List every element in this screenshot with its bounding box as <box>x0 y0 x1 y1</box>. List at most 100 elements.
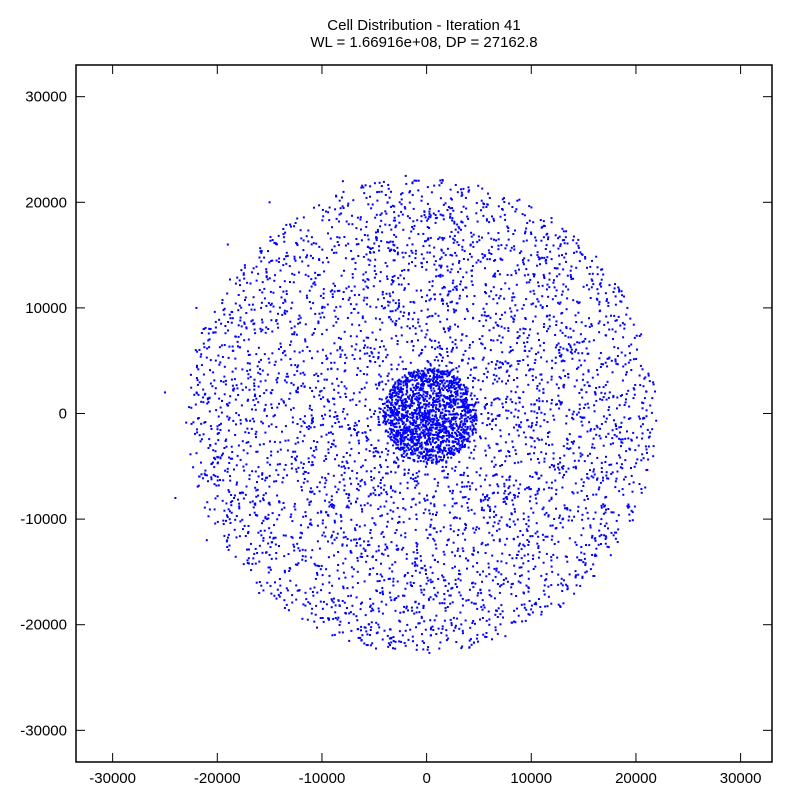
data-point <box>652 455 655 458</box>
data-point <box>346 607 348 609</box>
data-point <box>355 615 358 618</box>
data-point <box>198 434 201 437</box>
data-point <box>408 255 411 258</box>
data-point <box>387 418 390 421</box>
data-point <box>431 418 434 421</box>
data-point <box>487 232 490 235</box>
data-point <box>302 462 305 465</box>
data-point <box>254 332 257 335</box>
data-point <box>420 559 423 562</box>
data-point <box>434 406 437 409</box>
data-point <box>363 540 366 543</box>
data-point <box>421 387 423 390</box>
data-point <box>356 497 359 500</box>
data-point <box>390 431 393 434</box>
data-point <box>391 310 394 313</box>
points-layer <box>164 174 658 654</box>
data-point <box>377 351 380 354</box>
data-point <box>372 492 375 495</box>
data-point <box>392 444 395 447</box>
data-point <box>594 553 597 556</box>
data-point <box>377 451 380 454</box>
data-point <box>206 501 209 504</box>
data-point <box>445 385 448 388</box>
data-point <box>377 485 380 488</box>
data-point <box>236 481 238 484</box>
data-point <box>461 481 464 484</box>
data-point <box>428 509 431 512</box>
data-point <box>527 486 530 489</box>
data-point <box>476 398 479 400</box>
data-point <box>580 364 583 367</box>
data-point <box>333 290 336 293</box>
data-point <box>616 470 619 473</box>
data-point <box>432 404 435 407</box>
data-point <box>238 279 241 282</box>
data-point <box>456 191 459 194</box>
data-point <box>457 440 460 443</box>
data-point <box>398 378 401 381</box>
data-point <box>456 434 459 437</box>
data-point <box>420 289 422 292</box>
data-point <box>455 393 457 396</box>
data-point <box>459 283 462 286</box>
data-point <box>596 373 599 376</box>
data-point <box>272 415 275 418</box>
data-point <box>302 371 305 374</box>
data-point <box>433 478 436 481</box>
data-point <box>425 453 428 456</box>
data-point <box>375 589 378 592</box>
data-point <box>235 412 238 415</box>
data-point <box>334 604 337 607</box>
data-point <box>390 424 392 427</box>
data-point <box>412 345 415 347</box>
data-point <box>442 403 445 406</box>
data-point <box>302 249 305 252</box>
data-point <box>433 184 436 187</box>
data-point <box>504 490 507 492</box>
data-point <box>256 552 259 554</box>
data-point <box>397 419 400 422</box>
data-point <box>342 571 345 574</box>
data-point <box>565 422 568 425</box>
data-point <box>379 408 382 410</box>
data-point <box>504 311 507 314</box>
data-point <box>515 208 518 211</box>
data-point <box>432 420 435 423</box>
data-point <box>322 600 325 603</box>
data-point <box>481 580 483 583</box>
data-point <box>602 479 604 482</box>
data-point <box>299 316 302 319</box>
data-point <box>401 402 403 405</box>
data-point <box>247 562 250 565</box>
data-point <box>413 442 416 445</box>
data-point <box>436 484 439 487</box>
data-point <box>405 182 408 185</box>
data-point <box>620 290 623 293</box>
data-point <box>496 529 498 532</box>
data-point <box>442 384 445 387</box>
data-point <box>456 549 459 552</box>
data-point <box>239 284 241 287</box>
data-point <box>203 327 206 330</box>
data-point <box>535 353 537 355</box>
data-point <box>484 291 486 293</box>
data-point <box>602 512 605 515</box>
data-point <box>472 546 475 549</box>
data-point <box>635 436 638 439</box>
data-point <box>304 323 307 326</box>
data-point <box>521 259 524 261</box>
data-point <box>422 384 425 387</box>
data-point <box>412 207 415 210</box>
data-point <box>528 334 531 337</box>
data-point <box>295 598 298 601</box>
data-point <box>382 180 385 183</box>
data-point <box>367 425 369 427</box>
data-point <box>590 475 593 478</box>
data-point <box>417 412 420 414</box>
data-point <box>487 192 489 195</box>
data-point <box>356 367 359 370</box>
data-point <box>567 336 570 339</box>
data-point <box>324 413 327 416</box>
data-point <box>493 238 495 241</box>
